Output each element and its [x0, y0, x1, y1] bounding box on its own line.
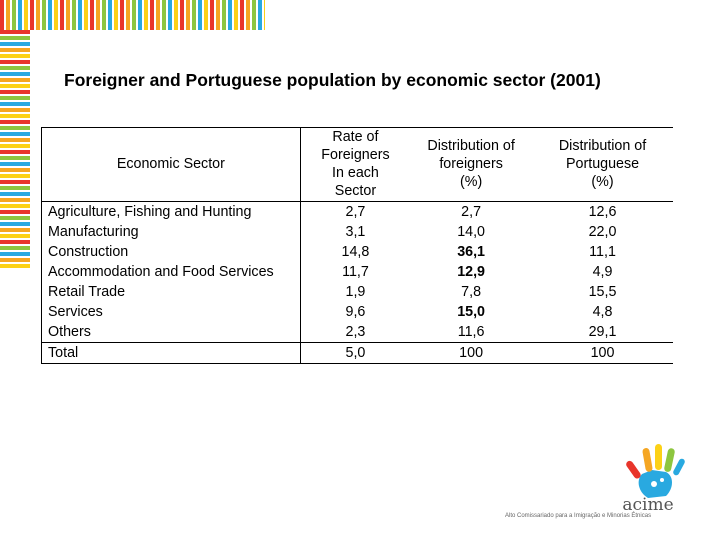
cell-foreigners: 2,7 — [461, 204, 482, 220]
table-row: Services 9,6 15,0 4,8 — [41, 302, 674, 322]
header-economic-sector: Economic Sector — [41, 127, 301, 202]
cell-foreigners: 36,1 — [457, 244, 486, 260]
cell-rate: 2,3 — [345, 324, 366, 340]
header-dist-portuguese-line: (%) — [591, 174, 614, 190]
header-dist-foreigners-line: (%) — [459, 174, 483, 190]
table-row: Accommodation and Food Services 11,7 12,… — [41, 262, 674, 282]
cell-sector: Services — [41, 302, 301, 322]
header-distribution-foreigners: Distribution of foreigners (%) — [410, 127, 533, 202]
cell-rate: 2,7 — [345, 204, 366, 220]
cell-portuguese: 15,5 — [588, 284, 617, 300]
cell-portuguese: 12,6 — [588, 204, 617, 220]
decorative-stripes-left — [0, 30, 30, 268]
header-rate-line: Sector — [334, 183, 377, 199]
header-rate-foreigners: Rate of Foreigners In each Sector — [300, 127, 411, 202]
logo-wordmark: acime — [622, 495, 674, 515]
cell-foreigners: 14,0 — [457, 224, 486, 240]
cell-foreigners: 7,8 — [461, 284, 482, 300]
cell-sector: Others — [41, 322, 301, 343]
table-row: Others 2,3 11,6 29,1 — [41, 322, 674, 343]
cell-portuguese: 29,1 — [588, 324, 617, 340]
cell-sector: Agriculture, Fishing and Hunting — [41, 201, 301, 222]
cell-sector: Construction — [41, 242, 301, 262]
cell-sector: Manufacturing — [41, 222, 301, 242]
cell-rate: 14,8 — [341, 244, 370, 260]
page-title: Foreigner and Portuguese population by e… — [64, 70, 601, 90]
cell-sector: Accommodation and Food Services — [41, 262, 301, 282]
header-rate-line: Foreigners — [321, 147, 390, 163]
cell-rate: 1,9 — [345, 284, 366, 300]
header-dist-portuguese-line: Portuguese — [565, 156, 640, 172]
cell-portuguese: 11,1 — [589, 244, 616, 260]
table-row: Agriculture, Fishing and Hunting 2,7 2,7… — [41, 201, 674, 222]
header-rate-line: Rate of — [332, 129, 379, 145]
decorative-stripes-top — [0, 0, 265, 30]
cell-portuguese: 4,9 — [592, 264, 613, 280]
cell-foreigners: 15,0 — [457, 304, 486, 320]
header-rate-line: In each — [331, 165, 379, 181]
cell-total-foreigners: 100 — [410, 342, 533, 364]
cell-total-label: Total — [41, 342, 301, 364]
cell-foreigners: 12,9 — [457, 264, 486, 280]
header-distribution-portuguese: Distribution of Portuguese (%) — [532, 127, 673, 202]
cell-rate: 3,1 — [345, 224, 366, 240]
table-row: Construction 14,8 36,1 11,1 — [41, 242, 674, 262]
cell-sector: Retail Trade — [41, 282, 301, 302]
header-dist-foreigners-line: foreigners — [439, 156, 503, 172]
cell-rate: 9,6 — [345, 304, 366, 320]
table-row: Retail Trade 1,9 7,8 15,5 — [41, 282, 674, 302]
logo-tagline: Alto Comissariado para a Imigração e Min… — [505, 513, 652, 519]
cell-total-rate: 5,0 — [300, 342, 411, 364]
header-dist-foreigners-line: Distribution of — [427, 138, 515, 154]
hand-icon — [626, 444, 685, 498]
cell-foreigners: 11,6 — [457, 324, 485, 340]
acime-hand-logo — [626, 444, 685, 498]
cell-total-portuguese: 100 — [532, 342, 673, 364]
table-header-row: Economic Sector Rate of Foreigners In ea… — [41, 127, 673, 202]
cell-portuguese: 4,8 — [592, 304, 613, 320]
cell-portuguese: 22,0 — [588, 224, 617, 240]
header-dist-portuguese-line: Distribution of — [558, 138, 647, 154]
table-total-row: Total 5,0 100 100 — [41, 342, 673, 364]
cell-rate: 11,7 — [342, 264, 369, 280]
sector-table: Economic Sector Rate of Foreigners In ea… — [41, 127, 673, 364]
table-row: Manufacturing 3,1 14,0 22,0 — [41, 222, 674, 242]
